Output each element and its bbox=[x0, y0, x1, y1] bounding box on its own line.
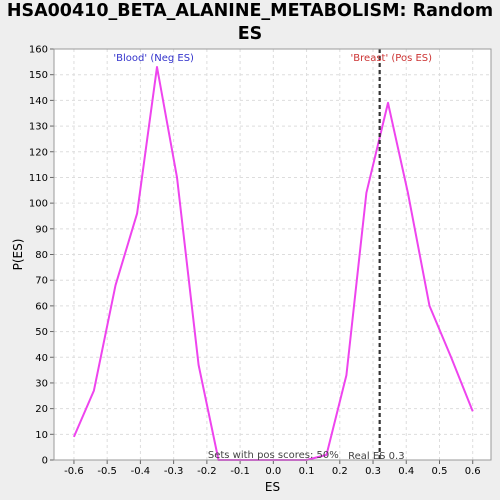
y-tick-label: 80 bbox=[35, 250, 48, 261]
x-tick-label: -0.5 bbox=[97, 466, 117, 477]
plot-frame bbox=[53, 48, 492, 461]
x-tick-label: -0.3 bbox=[164, 466, 184, 477]
y-tick-label: 100 bbox=[29, 199, 48, 210]
y-tick-label: 90 bbox=[35, 224, 48, 235]
y-tick-label: 130 bbox=[29, 122, 48, 133]
x-tick-label: 0.0 bbox=[265, 466, 281, 477]
real-es-label: Real ES 0.3 bbox=[348, 451, 404, 462]
x-axis-label: ES bbox=[265, 480, 280, 494]
y-tick-label: 160 bbox=[29, 45, 48, 56]
y-tick-label: 0 bbox=[42, 456, 48, 467]
pos-es-label: 'Breast' (Pos ES) bbox=[351, 53, 433, 64]
x-tick-label: 0.2 bbox=[332, 466, 348, 477]
y-tick-label: 20 bbox=[35, 404, 48, 415]
x-tick-label: 0.3 bbox=[365, 466, 381, 477]
x-tick-label: -0.4 bbox=[131, 466, 151, 477]
grid bbox=[54, 48, 491, 461]
y-tick-label: 60 bbox=[35, 301, 48, 312]
y-tick-label: 70 bbox=[35, 276, 48, 287]
y-axis-label: P(ES) bbox=[11, 239, 25, 271]
y-tick-label: 140 bbox=[29, 96, 48, 107]
y-tick-label: 150 bbox=[29, 70, 48, 81]
pos-scores-note: Sets with pos scores: 50% bbox=[208, 450, 339, 461]
x-tick-label: -0.6 bbox=[64, 466, 84, 477]
x-tick-label: -0.1 bbox=[230, 466, 250, 477]
neg-es-label: 'Blood' (Neg ES) bbox=[113, 53, 194, 64]
x-tick-label: 0.5 bbox=[432, 466, 448, 477]
x-tick-label: 0.6 bbox=[465, 466, 481, 477]
y-tick-label: 30 bbox=[35, 378, 48, 389]
x-tick-label: 0.1 bbox=[299, 466, 315, 477]
y-tick-label: 40 bbox=[35, 353, 48, 364]
y-tick-label: 50 bbox=[35, 327, 48, 338]
x-tick-label: 0.4 bbox=[398, 466, 414, 477]
y-tick-label: 110 bbox=[29, 173, 48, 184]
y-tick-label: 120 bbox=[29, 147, 48, 158]
x-axis-ticks: -0.6 -0.5 -0.4 -0.3 -0.2 -0.1 0.0 0.1 0.2 0.3 0.4 0… bbox=[64, 460, 481, 477]
x-tick-label: -0.2 bbox=[197, 466, 217, 477]
y-axis-ticks: 0 10 20 30 40 50 60 70 80 90 100 110 120 130 140 150 160 bbox=[29, 45, 54, 467]
chart-title-line1: HSA00410_BETA_ALANINE_METABOLISM: Random… bbox=[6, 1, 494, 44]
y-tick-label: 10 bbox=[35, 430, 48, 441]
